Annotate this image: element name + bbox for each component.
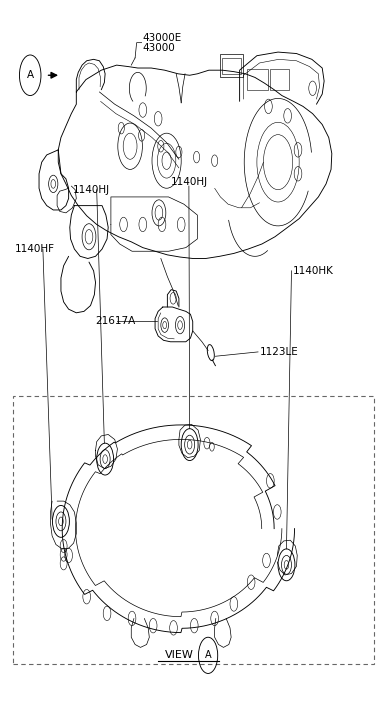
Text: 1140HJ: 1140HJ	[170, 177, 207, 188]
Text: 43000: 43000	[143, 43, 176, 53]
Bar	[271, 70, 289, 89]
Bar	[222, 58, 241, 74]
Text: A: A	[27, 71, 34, 80]
Text: A: A	[205, 651, 211, 660]
Bar	[247, 70, 268, 89]
Text: VIEW: VIEW	[164, 651, 194, 660]
Bar	[13, 396, 374, 664]
Text: 21617A: 21617A	[96, 316, 136, 326]
Text: 1140HF: 1140HF	[15, 244, 55, 254]
Text: 43000E: 43000E	[143, 33, 182, 43]
Text: 1140HK: 1140HK	[293, 266, 334, 276]
Text: 1140HJ: 1140HJ	[72, 185, 110, 195]
Text: 1123LE: 1123LE	[260, 347, 298, 357]
Bar	[220, 55, 243, 78]
